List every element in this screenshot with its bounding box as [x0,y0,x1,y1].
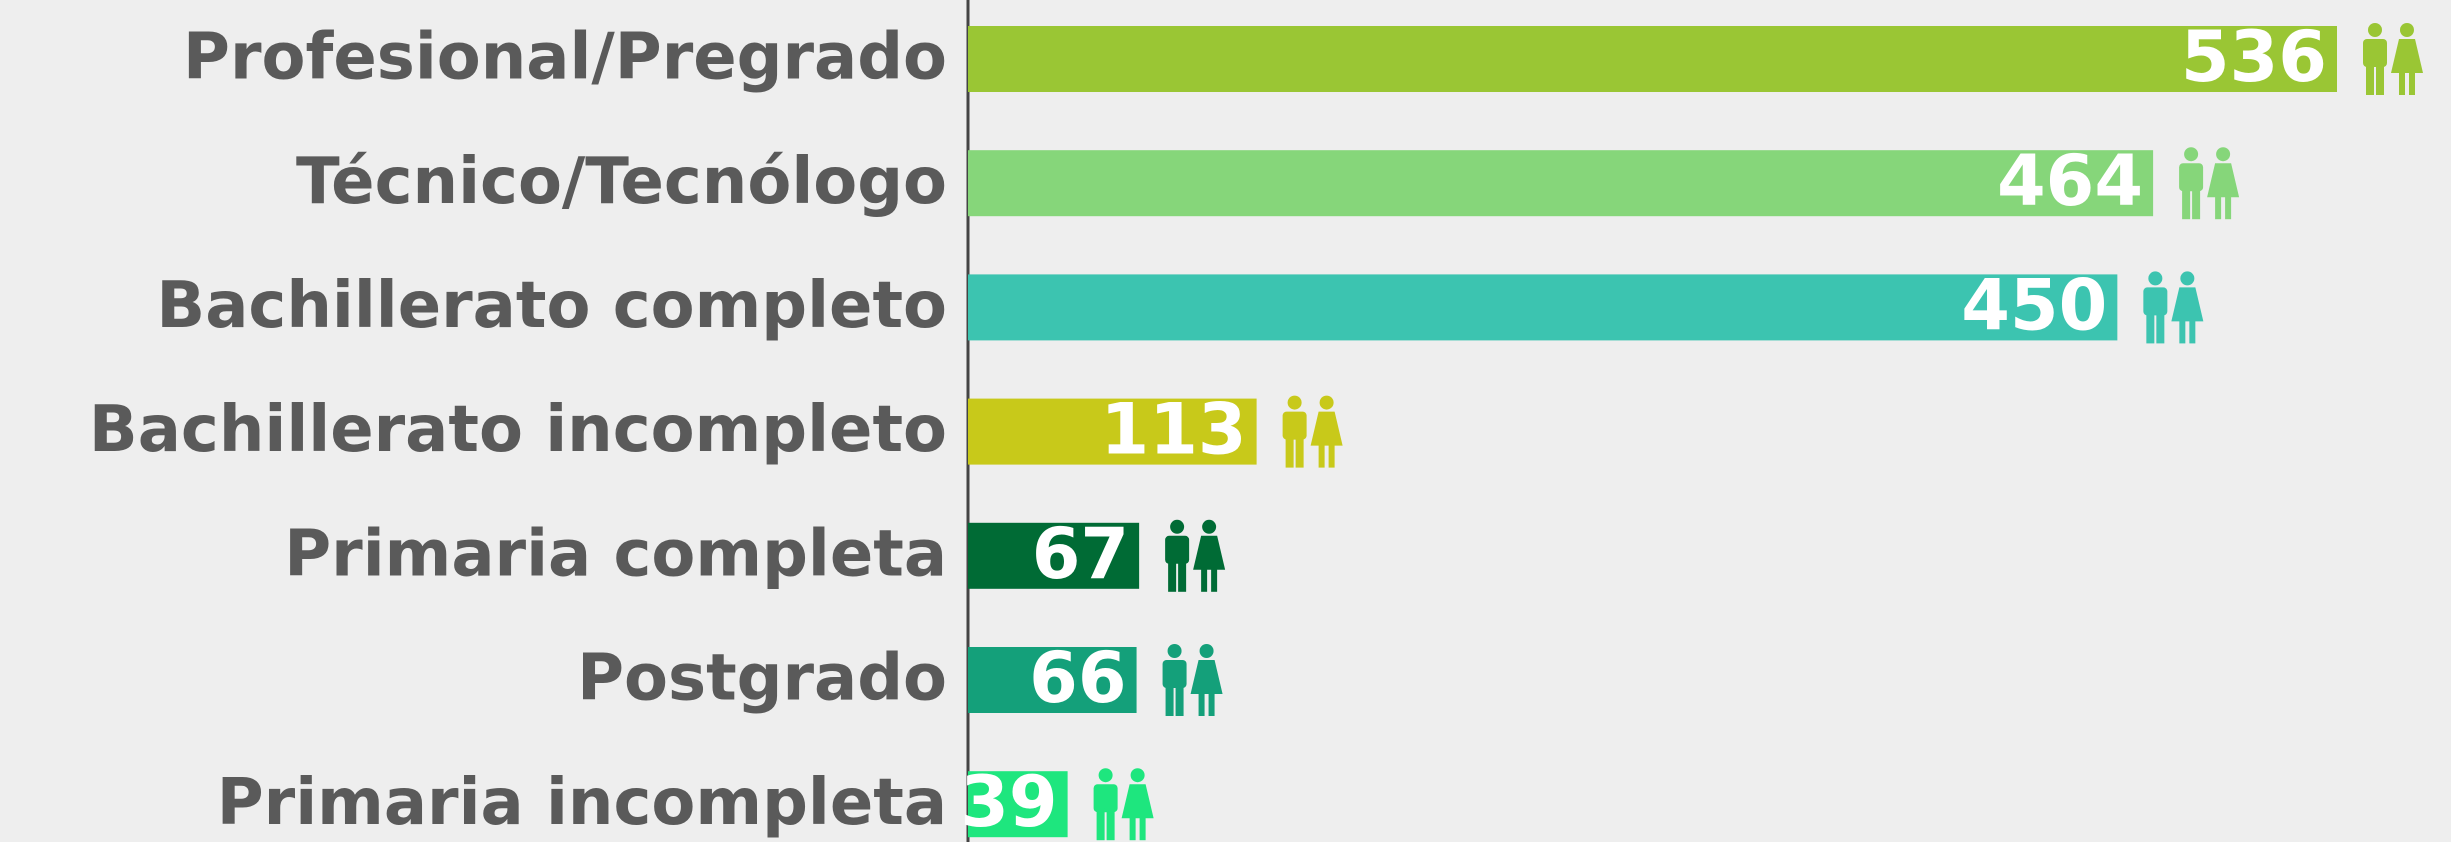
icon-head [1170,519,1185,534]
people-icon [1162,644,1223,716]
icon-leg [1198,692,1205,716]
icon-leg [1168,559,1177,592]
icon-body [1093,784,1118,813]
icon-leg [1208,692,1215,716]
icon-body [2171,287,2204,322]
icon-leg [1096,808,1105,841]
category-label: Bachillerato incompleto [89,393,947,467]
icon-leg [2179,319,2186,344]
value-label: 39 [960,761,1057,842]
icon-head [1130,768,1145,783]
icon-leg [2399,71,2405,95]
icon-leg [2376,63,2384,95]
bar [968,522,1140,589]
icon-body [1162,660,1187,688]
icon-body [2363,39,2387,67]
icon-head [1098,768,1113,783]
people-icon [2179,147,2240,220]
category-label: Profesional/Pregrado [183,21,947,95]
category-label: Bachillerato completo [156,269,947,343]
people-icon [2363,23,2423,95]
icon-body [2207,163,2240,198]
bar [968,771,1068,838]
icon-body [1193,535,1226,570]
value-label: 67 [1032,513,1129,595]
category-label: Primaria completa [284,517,947,591]
category-label: Primaria incompleta [217,766,947,840]
value-label: 113 [1100,389,1246,471]
icon-head [1202,519,1217,534]
icon-leg [2225,195,2232,220]
icon-head [1199,644,1214,658]
bar [968,274,2118,341]
people-icon [2143,271,2204,344]
icon-head [1319,395,1334,410]
icon-head [2400,23,2414,37]
icon-leg [1139,816,1146,841]
bar [968,26,2337,92]
icon-leg [1285,435,1294,468]
icon-leg [1201,567,1208,592]
icon-leg [1129,816,1136,841]
icon-head [1167,644,1182,658]
icon-head [1287,395,1302,410]
value-label: 450 [1961,264,2107,346]
icon-body [1190,660,1223,694]
icon-leg [2189,319,2196,344]
icon-body [1282,411,1307,440]
icon-leg [2409,71,2415,95]
icon-leg [1165,684,1174,716]
icon-body [2143,287,2168,316]
icon-leg [2366,63,2374,95]
icon-body [2391,39,2423,73]
bar [968,647,1137,713]
icon-head [2148,271,2163,286]
icon-head [2368,23,2382,37]
icon-leg [1295,435,1304,468]
icon-leg [2146,311,2155,344]
icon-leg [1178,559,1187,592]
bar [968,150,2154,217]
icon-leg [1328,443,1335,468]
icon-leg [2192,187,2201,220]
icon-body [1165,535,1190,564]
icon-leg [1106,808,1115,841]
people-icon [1165,519,1226,592]
category-label: Postgrado [577,642,947,716]
value-label: 464 [1997,140,2143,222]
value-label: 66 [1029,637,1126,719]
icon-head [2180,271,2195,286]
icon-leg [1175,684,1184,716]
icon-leg [2156,311,2165,344]
bar [968,398,1257,465]
value-label: 536 [2181,16,2327,98]
icon-leg [1318,443,1325,468]
icon-leg [2215,195,2222,220]
icon-leg [2182,187,2191,220]
icon-head [2184,147,2199,162]
icon-body [1310,411,1343,446]
icon-leg [1211,567,1218,592]
icon-body [1121,784,1154,819]
icon-head [2216,147,2231,162]
people-icon [1093,768,1154,841]
icon-body [2179,163,2204,192]
category-label: Técnico/Tecnólogo [296,145,947,219]
people-icon [1282,395,1343,468]
